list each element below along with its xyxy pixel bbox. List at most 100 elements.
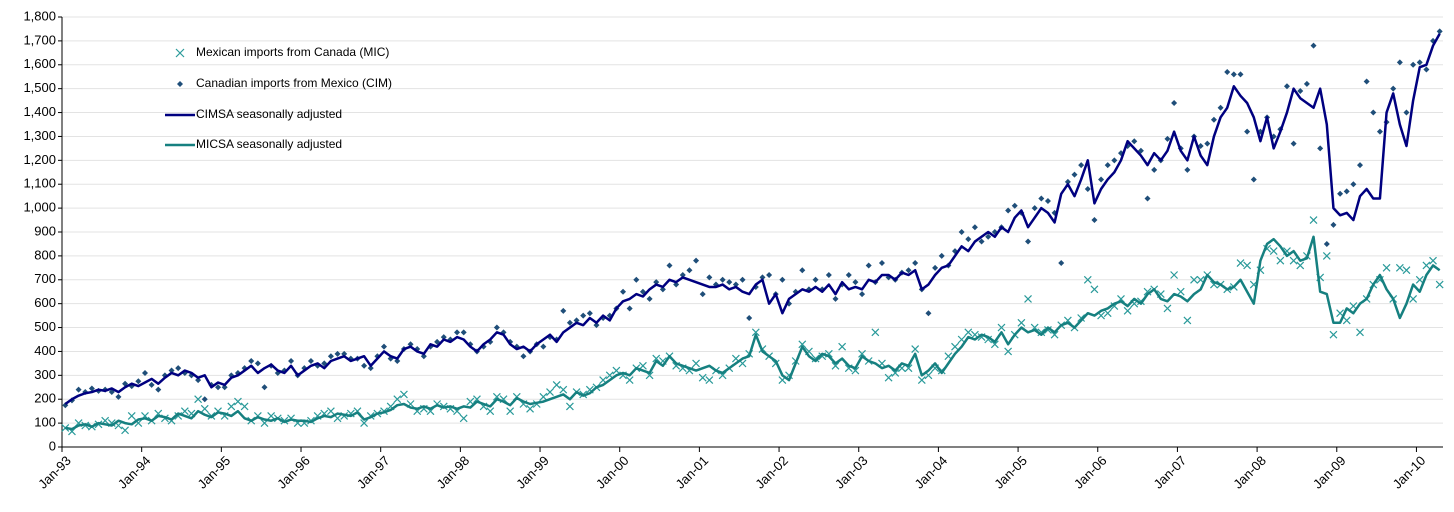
y-tick-label: 1,300 [23, 128, 56, 143]
cim-point [666, 262, 673, 269]
cim-point [1038, 195, 1045, 202]
x-tick-label: Jan-07 [1151, 453, 1190, 492]
mic-point [858, 349, 866, 358]
mic-point [1044, 326, 1052, 334]
cim-point [168, 367, 175, 374]
mic-point [393, 395, 402, 404]
mic-point [997, 323, 1006, 332]
x-tick-label: Jan-10 [1390, 453, 1429, 492]
cim-point [1204, 140, 1211, 147]
mic-point [1163, 304, 1172, 313]
mic-point [1429, 256, 1437, 265]
mic-point [1289, 256, 1298, 265]
cim-point [1078, 162, 1085, 169]
mic-point [200, 404, 209, 413]
cim-point [1244, 128, 1251, 135]
mic-point [1409, 294, 1418, 303]
mic-point [1395, 263, 1404, 272]
cim-point [1423, 66, 1430, 73]
mic-point [884, 373, 893, 382]
mic-point [751, 328, 760, 337]
cim-point [1370, 109, 1377, 116]
cim-point [1184, 166, 1191, 173]
cim-point [1071, 171, 1078, 178]
mic-point [1017, 318, 1026, 327]
mic-point [871, 328, 880, 337]
cim-point [115, 393, 122, 400]
cim-point [699, 291, 706, 298]
y-tick-label: 1,500 [23, 80, 56, 95]
mic-point [1037, 328, 1046, 337]
cim-point [420, 353, 427, 360]
cim-point [1098, 176, 1105, 183]
cim-point [1363, 78, 1370, 85]
x-tick-label: Jan-96 [274, 453, 313, 492]
cim-point [746, 315, 753, 321]
mic-point [1422, 261, 1431, 270]
mic-point [1190, 275, 1198, 284]
cim-point [779, 276, 786, 283]
cim-point [1343, 188, 1350, 195]
cim-point [1224, 68, 1231, 75]
cim-point [460, 329, 467, 336]
mic-point [1322, 251, 1331, 260]
x-tick-label: Jan-02 [752, 453, 791, 492]
x-tick-label: Jan-01 [673, 453, 712, 492]
y-tick-label: 0 [49, 438, 56, 453]
cim-point [175, 365, 182, 372]
cim-point [1210, 116, 1217, 123]
legend-label: Canadian imports from Mexico (CIM) [196, 76, 392, 90]
cim-point [1323, 240, 1330, 247]
legend-label: Mexican imports from Canada (MIC) [196, 45, 389, 59]
cim-point [493, 324, 500, 331]
cim-point [859, 291, 866, 298]
cim-point [766, 272, 773, 278]
y-tick-label: 1,100 [23, 176, 56, 191]
x-tick-label: Jan-06 [1071, 453, 1110, 492]
mic-point [506, 407, 515, 416]
mic-point [964, 328, 973, 337]
mic-point [798, 340, 807, 349]
cim-point [1357, 162, 1364, 169]
cim-point [878, 260, 885, 267]
cim-point [440, 334, 447, 341]
mic-point [240, 402, 249, 411]
cim-point [799, 267, 806, 274]
cim-point [1297, 88, 1304, 95]
mic-point [625, 376, 634, 385]
cim-point [1044, 197, 1051, 204]
cim-point [732, 281, 739, 288]
cim-point [254, 360, 261, 367]
cim-point [1025, 238, 1032, 245]
cim-point [1410, 61, 1417, 68]
cim-point [679, 272, 686, 278]
mic-point [1050, 330, 1059, 339]
cim-point [573, 317, 580, 324]
mic-point [61, 423, 70, 432]
legend-label: CIMSA seasonally adjusted [196, 107, 342, 121]
cim-point [978, 238, 985, 245]
mic-point [1243, 261, 1252, 270]
y-tick-label: 1,400 [23, 104, 56, 119]
cim-point [1091, 217, 1098, 224]
cim-point [659, 286, 666, 293]
mic-point [546, 388, 554, 396]
cim-point [865, 262, 872, 269]
y-tick-label: 1,700 [23, 32, 56, 47]
x-tick-label: Jan-03 [832, 453, 871, 492]
mic-point [1435, 280, 1444, 289]
cim-point [1303, 80, 1310, 87]
cim-point [812, 276, 819, 283]
y-tick-label: 400 [34, 343, 56, 358]
x-tick-label: Jan-99 [513, 453, 552, 492]
mic-point [1276, 256, 1285, 265]
cim-point [1416, 59, 1423, 66]
x-tick-label: Jan-00 [593, 453, 632, 492]
cim-point [1317, 145, 1324, 152]
cim-point [1164, 135, 1171, 142]
mic-point [180, 407, 189, 416]
cim-point [965, 236, 972, 243]
cim-point [693, 257, 700, 264]
cim-point [75, 386, 82, 393]
